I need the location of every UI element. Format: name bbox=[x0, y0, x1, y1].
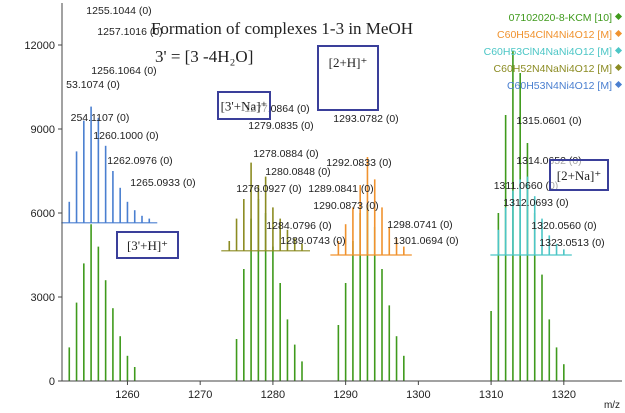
peak-label: 1255.1044 (0) bbox=[86, 5, 151, 17]
peak-label: 1289.0841 (0) bbox=[308, 183, 373, 195]
peak-label: 1292.0833 (0) bbox=[326, 157, 391, 169]
annotation: [2+H]⁺ bbox=[329, 55, 368, 70]
annotation-box bbox=[116, 231, 179, 259]
annotation: [3'+Na]⁺ bbox=[221, 99, 268, 114]
y-tick-label: 12000 bbox=[24, 40, 55, 52]
peak-label: 1320.0560 (0) bbox=[531, 220, 596, 232]
peak-label: 1262.0976 (0) bbox=[107, 155, 172, 167]
peak-label: 53.1074 (0) bbox=[66, 79, 120, 91]
annotation-box bbox=[549, 159, 609, 191]
peak-label: 1278.0884 (0) bbox=[253, 148, 318, 160]
peak-label: 1312.0693 (0) bbox=[503, 197, 568, 209]
peak-label: 1301.0694 (0) bbox=[393, 235, 458, 247]
peak-label: 1279.0835 (0) bbox=[248, 120, 313, 132]
y-tick-label: 6000 bbox=[31, 208, 55, 220]
annotation-box bbox=[217, 91, 271, 120]
peak-label: 1260.1000 (0) bbox=[93, 130, 158, 142]
legend-label: C60H53ClN4NaNi4O12 [M] bbox=[484, 46, 612, 58]
legend-marker bbox=[614, 12, 623, 21]
legend-label: C60H54ClN4Ni4O12 [M] bbox=[497, 29, 612, 41]
x-tick-label: 1310 bbox=[479, 389, 503, 401]
legend-marker bbox=[614, 29, 623, 38]
legend-label: C60H52N4NaNi4O12 [M] bbox=[494, 63, 613, 75]
legend-label: 07102020-8-KCM [10] bbox=[509, 12, 612, 24]
x-tick-label: 1280 bbox=[261, 389, 285, 401]
peak-label: 1315.0601 (0) bbox=[516, 115, 581, 127]
legend-marker bbox=[614, 63, 623, 72]
x-tick-label: 1320 bbox=[552, 389, 576, 401]
legend-marker bbox=[614, 46, 623, 55]
annotation: [3'+H]⁺ bbox=[127, 238, 168, 253]
peak-label: 1284.0796 (0) bbox=[266, 220, 331, 232]
peak-label: 1265.0933 (0) bbox=[130, 177, 195, 189]
peak-label: 1289.0743 (0) bbox=[280, 235, 345, 247]
x-tick-label: 1300 bbox=[406, 389, 430, 401]
peak-label: 1293.0782 (0) bbox=[333, 113, 398, 125]
peak-label: 1298.0741 (0) bbox=[387, 219, 452, 231]
annotation: [2+Na]⁺ bbox=[557, 168, 602, 183]
peak-label: 1280.0848 (0) bbox=[265, 166, 330, 178]
x-tick-label: 1260 bbox=[115, 389, 139, 401]
peak-label: 1276.0927 (0) bbox=[236, 183, 301, 195]
peak-label: 1323.0513 (0) bbox=[539, 237, 604, 249]
peak-label: 1311.0660 (0) bbox=[494, 180, 559, 192]
legend-label: C60H53N4Ni4O12 [M] bbox=[507, 80, 612, 92]
peak-label: 1290.0873 (0) bbox=[313, 200, 378, 212]
x-tick-label: 1290 bbox=[333, 389, 357, 401]
x-axis-label: m/z bbox=[604, 400, 620, 411]
peak-label: 1257.1016 (0) bbox=[97, 26, 162, 38]
chart-subtitle: 3' = [3 -4H₂O] bbox=[155, 47, 253, 66]
y-tick-label: 3000 bbox=[31, 292, 55, 304]
y-tick-label: 0 bbox=[49, 376, 55, 388]
y-tick-label: 9000 bbox=[31, 124, 55, 136]
annotation-box bbox=[317, 45, 379, 111]
chart-title: Formation of complexes 1-3 in MeOH bbox=[151, 19, 413, 38]
peak-label: 1256.1064 (0) bbox=[91, 65, 156, 77]
x-tick-label: 1270 bbox=[188, 389, 212, 401]
peak-label: 254.1107 (0) bbox=[71, 112, 130, 124]
legend-marker bbox=[614, 80, 623, 89]
